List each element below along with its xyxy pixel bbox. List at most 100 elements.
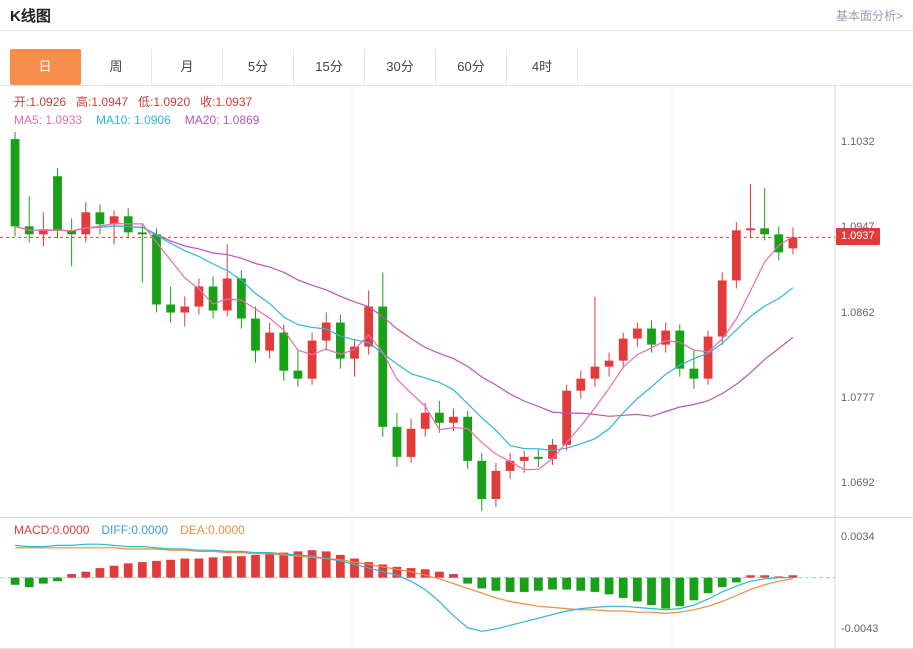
candle [10, 139, 20, 227]
candle [406, 428, 416, 457]
candle [335, 322, 345, 359]
macd-bar [24, 577, 34, 588]
macd-bar [378, 564, 388, 578]
macd-bar [137, 562, 147, 578]
tab-月[interactable]: 月 [152, 49, 223, 85]
macd-bar [10, 577, 20, 585]
macd-bar [788, 575, 798, 578]
candle [717, 280, 727, 337]
macd-bar [307, 550, 317, 578]
macd-bar [632, 577, 642, 602]
candle [632, 328, 642, 339]
macd-bar [222, 556, 232, 578]
candle [434, 412, 444, 423]
candle [392, 426, 402, 457]
candle [788, 237, 798, 249]
macd-bar [675, 577, 685, 607]
macd-bar [152, 560, 161, 578]
macd-bar [392, 566, 402, 578]
macd-bar [661, 577, 671, 609]
candle [675, 330, 685, 369]
candlestick-chart[interactable] [0, 86, 913, 517]
candle [661, 330, 671, 345]
ma-line [14, 222, 794, 471]
ma-line [14, 225, 794, 417]
macd-bar [350, 558, 359, 578]
tab-5分[interactable]: 5分 [223, 49, 294, 85]
candle [519, 456, 529, 461]
candle [548, 444, 557, 459]
candle [689, 368, 699, 379]
tab-60分[interactable]: 60分 [436, 49, 507, 85]
tab-周[interactable]: 周 [81, 49, 152, 85]
macd-bar [519, 577, 529, 592]
candle [293, 370, 303, 379]
macd-bar [321, 551, 331, 578]
fundamental-analysis-link[interactable]: 基本面分析> [835, 8, 903, 23]
candle [53, 176, 62, 231]
macd-bar [420, 569, 430, 578]
macd-bar [463, 577, 473, 584]
candle [350, 346, 359, 359]
header: K线图 基本面分析> [0, 0, 913, 31]
ma-line [14, 225, 794, 452]
candle [166, 304, 176, 313]
candle [590, 366, 600, 379]
candle [38, 229, 48, 235]
candle [378, 306, 388, 427]
tab-4时[interactable]: 4时 [507, 49, 578, 85]
candle [562, 390, 572, 445]
candle [618, 338, 628, 361]
macd-bar [166, 559, 176, 578]
macd-bar [279, 552, 289, 578]
macd-bar [604, 577, 614, 595]
candle [222, 278, 232, 311]
candle [647, 328, 656, 345]
candle [533, 456, 543, 459]
tab-日[interactable]: 日 [10, 49, 81, 85]
candle [449, 416, 458, 423]
macd-chart[interactable] [0, 518, 913, 648]
macd-bar [335, 554, 345, 578]
candle [477, 460, 487, 499]
macd-bar [689, 577, 699, 601]
candle [251, 318, 260, 351]
macd-bar [67, 574, 77, 578]
candle [576, 378, 586, 391]
macd-bar [703, 577, 713, 594]
macd-bar [590, 577, 600, 592]
candle [137, 232, 147, 235]
candle [194, 286, 204, 307]
tab-15分[interactable]: 15分 [294, 49, 365, 85]
candle [109, 216, 119, 225]
macd-bar [123, 563, 133, 578]
candle [604, 360, 614, 367]
candle [307, 340, 317, 379]
macd-bar [293, 551, 303, 578]
macd-bar [208, 557, 218, 578]
candle [364, 306, 374, 347]
macd-bar [236, 556, 246, 578]
candle [746, 228, 755, 231]
candle [774, 234, 784, 253]
macd-bar [576, 577, 586, 591]
macd-bar [647, 577, 656, 606]
macd-bar [746, 575, 755, 578]
macd-bar [618, 577, 628, 598]
macd-bar [434, 571, 444, 578]
diff-line [15, 543, 793, 632]
candle [208, 286, 218, 311]
tab-30分[interactable]: 30分 [365, 49, 436, 85]
candle [279, 332, 289, 371]
candle [81, 212, 91, 235]
candle [236, 278, 246, 319]
macd-bar [194, 558, 204, 578]
macd-panel: MACD:0.0000 DIFF:0.0000 DEA:0.0000 0.0034-… [0, 518, 913, 649]
candle [67, 230, 77, 235]
dea-line [15, 547, 794, 615]
macd-bar [109, 565, 119, 578]
macd-bar [95, 568, 105, 578]
macd-bar [760, 575, 770, 578]
macd-bar [449, 574, 458, 578]
candle [152, 234, 161, 305]
